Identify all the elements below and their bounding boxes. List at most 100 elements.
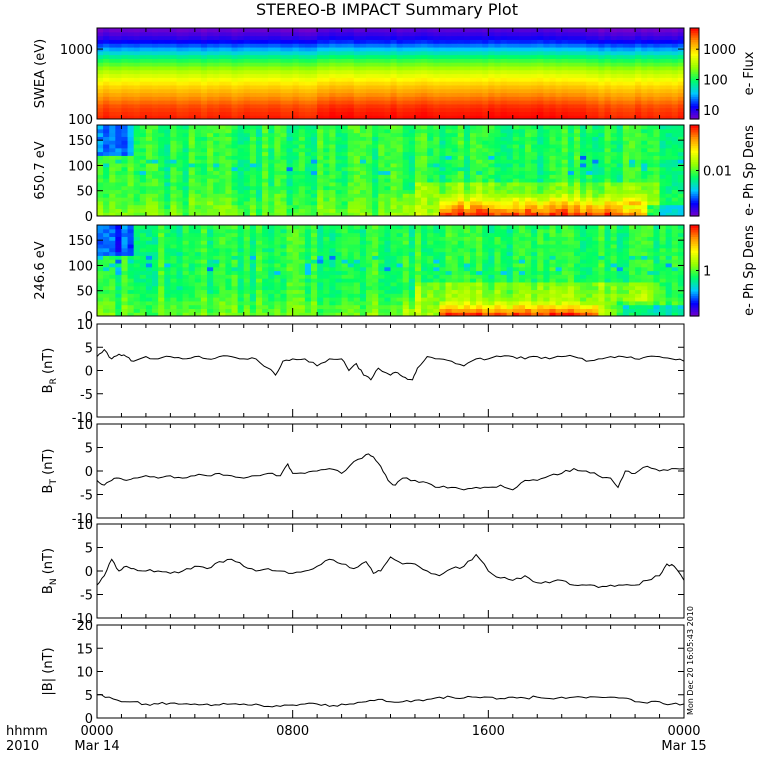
heatmap-cell [237,111,245,116]
heatmap-cell [635,58,642,63]
heatmap-cell [152,166,159,172]
heatmap-cell [604,35,612,40]
heatmap-cell [317,189,324,194]
heatmap-cell [329,200,337,206]
heatmap-cell [647,77,655,82]
heatmap-cell [262,204,269,210]
heatmap-cell [573,136,581,141]
heatmap-cell [194,140,202,145]
heatmap-cell [133,107,141,113]
heatmap-cell [164,136,171,141]
heatmap-cell [207,62,214,67]
heatmap-cell [115,174,123,179]
heatmap-cell [176,100,184,105]
heatmap-cell [561,103,569,109]
heatmap-cell [182,88,190,94]
heatmap-cell [115,159,123,164]
heatmap-cell [298,54,306,59]
heatmap-cell [482,170,489,175]
heatmap-cell [213,151,220,156]
heatmap-cell [200,69,208,75]
heatmap-cell [329,174,337,179]
heatmap-cell [255,155,263,160]
heatmap-cell [451,200,459,206]
heatmap-cell [549,54,557,59]
heatmap-cell [109,247,116,253]
heatmap-cell [604,96,612,101]
heatmap-cell [176,125,184,130]
heatmap-cell [506,125,514,130]
heatmap-cell [665,166,673,172]
heatmap-cell [592,69,599,75]
heatmap-cell [537,69,544,75]
heatmap-cell [176,77,184,82]
heatmap-cell [414,69,422,75]
heatmap-cell [152,62,159,67]
heatmap-cell [115,208,123,213]
heatmap-cell [207,197,214,202]
heatmap-cell [274,174,282,179]
heatmap-cell [512,88,520,94]
colorbar-label: e- Flux [742,51,757,95]
heatmap-cell [445,77,453,82]
heatmap-cell [414,35,422,40]
heatmap-cell [659,178,667,183]
heatmap-cell [494,50,502,56]
heatmap-cell [268,81,275,86]
heatmap-cell [213,200,220,206]
heatmap-cell [482,174,489,179]
heatmap-cell [635,73,642,78]
heatmap-cell [255,136,263,141]
heatmap-cell [145,77,153,82]
heatmap-cell [115,77,123,82]
heatmap-cell [170,166,178,172]
heatmap-cell [378,132,385,137]
heatmap-cell [274,107,282,113]
heatmap-cell [604,69,612,75]
heatmap-cell [292,162,300,168]
heatmap-cell [635,84,642,90]
heatmap-cell [127,255,135,260]
heatmap-cell [384,73,392,78]
heatmap-cell [280,81,288,86]
heatmap-cell [298,159,306,164]
heatmap-cell [573,125,581,130]
heatmap-cell [402,43,410,48]
heatmap-cell [213,155,220,160]
heatmap-cell [188,193,196,198]
heatmap-cell [616,81,624,86]
heatmap-cell [518,31,526,37]
heatmap-cell [97,159,104,164]
heatmap-cell [408,84,416,90]
heatmap-cell [347,54,355,59]
heatmap-cell [97,274,104,279]
heatmap-cell [127,39,135,44]
heatmap-cell [402,178,410,183]
heatmap-cell [347,77,355,82]
heatmap-cell [298,208,306,213]
heatmap-cell [121,285,129,291]
heatmap-cell [262,88,269,94]
heatmap-cell [647,170,655,175]
heatmap-cell [121,50,129,56]
heatmap-cell [359,84,367,90]
heatmap-cell [463,147,471,153]
heatmap-cell [152,147,159,153]
heatmap-cell [384,162,392,168]
heatmap-cell [598,69,606,75]
heatmap-cell [653,166,661,172]
heatmap-cell [518,174,526,179]
heatmap-cell [677,189,684,194]
heatmap-cell [372,185,379,191]
heatmap-cell [592,107,599,113]
heatmap-cell [500,125,508,130]
heatmap-cell [647,103,655,109]
heatmap-cell [561,132,569,137]
heatmap-cell [243,65,251,71]
heatmap-cell [127,212,135,216]
colorbar-segment [690,150,699,153]
heatmap-cell [121,111,129,116]
heatmap-cell [127,159,135,164]
heatmap-cell [445,147,453,153]
heatmap-cell [121,107,129,113]
